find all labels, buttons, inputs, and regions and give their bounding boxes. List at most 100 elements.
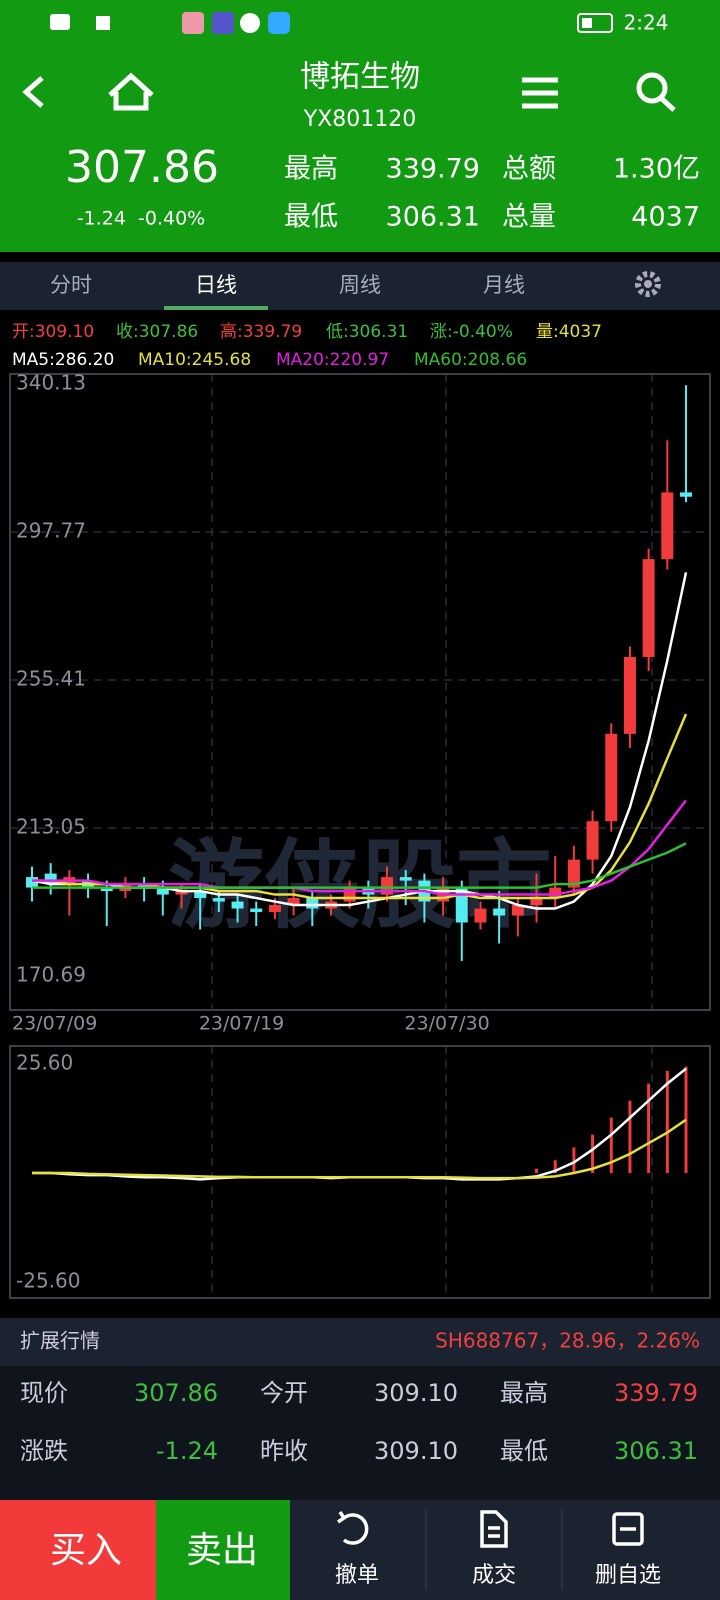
macd-line [32,1067,687,1181]
macd-bar [628,1100,632,1173]
candle-body [474,908,487,923]
back-button[interactable] [22,76,44,108]
cell: 涨跌 [20,1437,68,1465]
ma-item: MA60:208.66 [414,350,527,370]
x-tick-label: 23/07/30 [404,1013,489,1035]
extension-title: 扩展行情 [20,1329,100,1353]
tab[interactable]: 月线 [483,273,525,297]
y-tick-label: 297.77 [16,519,86,543]
extension-bar [0,1318,720,1366]
candle-body [26,877,38,888]
candle-body [623,656,636,734]
cell: 昨收 [260,1437,308,1465]
macd-bar [572,1147,576,1173]
stock-code: YX801120 [303,107,417,132]
search-button[interactable] [636,72,676,112]
candle-body [493,908,506,916]
sub-frame [9,1045,711,1299]
menu-button[interactable] [522,77,558,109]
tab-selected[interactable]: 日线 [195,273,237,297]
candle-body [399,877,412,881]
candle-body [661,492,674,560]
cell: 309.10 [374,1379,458,1407]
tab-bar [0,262,720,310]
action[interactable]: 撤单 [335,1563,379,1588]
v-grid [211,374,653,1298]
ma-item: MA10:245.68 [138,350,251,370]
candle-body [100,887,113,892]
stat-value: 4037 [631,202,700,233]
candle-body [567,859,580,888]
candle-body [156,887,169,895]
stat-label: 总量 [502,202,556,233]
cell: -1.24 [156,1437,218,1465]
tab[interactable]: 周线 [339,273,381,297]
cell: 306.31 [614,1437,698,1465]
quote-line: 开:309.10 收:307.86 高:339.79 低:306.31 涨:-0… [12,322,602,370]
settings-button[interactable] [635,271,661,297]
candle-body [194,891,207,899]
stock-name: 博拓生物 [300,60,420,95]
candle-body [212,898,225,902]
buy-button[interactable] [0,1500,156,1600]
macd-bar [553,1160,557,1173]
quote-table: 现价 307.86 今开 309.10 最高 339.79 涨跌 -1.24 昨… [20,1379,698,1465]
stat-label: 总额 [502,154,556,185]
status-icons [50,12,613,34]
macd-bar [665,1070,669,1173]
candle-body [642,559,655,657]
quote-item: 高:339.79 [220,322,302,342]
ma-line [32,842,687,889]
header-bg [0,0,720,252]
candle-body [605,733,618,822]
macd-bar [591,1134,595,1173]
sell-label: 卖出 [186,1530,258,1571]
home-button[interactable] [108,72,154,111]
cell: 309.10 [374,1437,458,1465]
change: -1.24 [77,208,126,230]
candle-body [231,901,244,909]
quote-item: 开:309.10 [12,322,94,342]
x-tick-label: 23/07/09 [12,1013,97,1035]
macd-line [32,1118,687,1180]
divider [425,1510,563,1590]
macd-bar [609,1117,613,1173]
y-tick-label: -25.60 [16,1269,80,1293]
x-tick-label: 23/07/19 [199,1013,284,1035]
cell: 最高 [500,1379,548,1407]
y-tick-label: 170.69 [16,963,86,987]
action-icons [337,1510,644,1548]
candle-body [586,821,599,860]
ma-item: MA5:286.20 [12,350,114,370]
candle-body [138,884,151,888]
price: 307.86 [65,142,219,193]
stat-label: 最高 [284,154,338,185]
candle-body [680,492,692,497]
macd-bar [535,1168,539,1173]
y-tick-label: 213.05 [16,815,86,839]
quote-item: 低:306.31 [326,322,408,342]
extension-quote: SH688767，28.96，2.26% [435,1329,700,1353]
cell: 339.79 [614,1379,698,1407]
change-pct: -0.40% [138,208,205,230]
quote-item: 收:307.86 [116,322,198,342]
cell: 今开 [260,1379,308,1407]
cell: 307.86 [134,1379,218,1407]
main-frame [9,373,711,1011]
y-tick-label: 340.13 [16,371,86,395]
stats: 最高 339.79 总额 1.30亿 最低 306.31 总量 4037 [284,154,700,233]
cell: 现价 [20,1379,68,1407]
action[interactable]: 成交 [472,1563,516,1588]
y-tick-label: 25.60 [16,1051,73,1075]
sell-button[interactable] [156,1500,290,1600]
candle-body [287,898,300,906]
ma-item: MA20:220.97 [276,350,389,370]
tab[interactable]: 分时 [50,273,92,297]
stat-value: 1.30亿 [613,154,700,185]
candle-body [343,887,356,902]
tab-underline [164,306,268,310]
macd-bar [647,1083,651,1173]
table-bg [0,1366,720,1500]
action[interactable]: 删自选 [595,1563,661,1588]
